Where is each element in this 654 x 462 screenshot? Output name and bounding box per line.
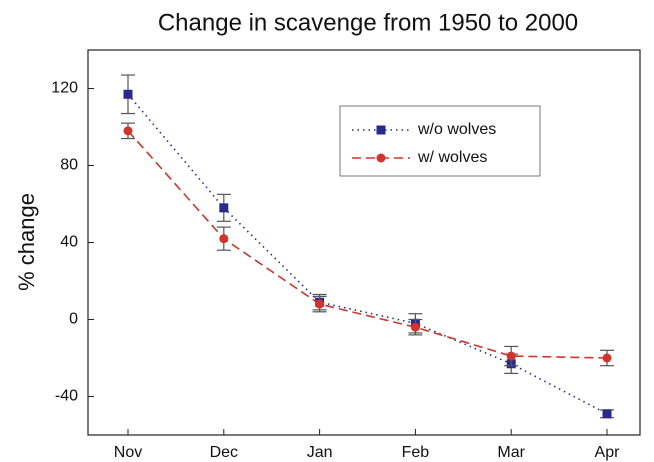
marker (123, 89, 133, 99)
legend-label: w/ wolves (417, 149, 487, 166)
legend-box (339, 105, 541, 177)
x-tick-label: Feb (402, 444, 430, 461)
marker (602, 353, 612, 363)
series-line (127, 130, 608, 359)
legend-label: w/o wolves (417, 121, 496, 138)
marker (602, 409, 612, 419)
marker (410, 322, 420, 332)
y-tick-label: 0 (69, 311, 78, 328)
y-tick-label: 80 (60, 157, 78, 174)
x-tick-label: Nov (114, 444, 142, 461)
marker (315, 299, 325, 309)
y-tick-label: 120 (51, 80, 78, 97)
x-tick-label: Dec (210, 444, 238, 461)
chart-title: Change in scavenge from 1950 to 2000 (158, 9, 578, 36)
y-axis-label: % change (14, 193, 39, 291)
marker (506, 351, 516, 361)
marker (219, 203, 229, 213)
x-tick-label: Mar (497, 444, 525, 461)
legend-marker (376, 125, 386, 135)
y-tick-label: -40 (55, 388, 78, 405)
marker (123, 126, 133, 136)
legend-marker (376, 153, 386, 163)
marker (219, 234, 229, 244)
x-tick-label: Jan (307, 444, 333, 461)
y-tick-label: 40 (60, 234, 78, 251)
x-tick-label: Apr (595, 444, 621, 461)
